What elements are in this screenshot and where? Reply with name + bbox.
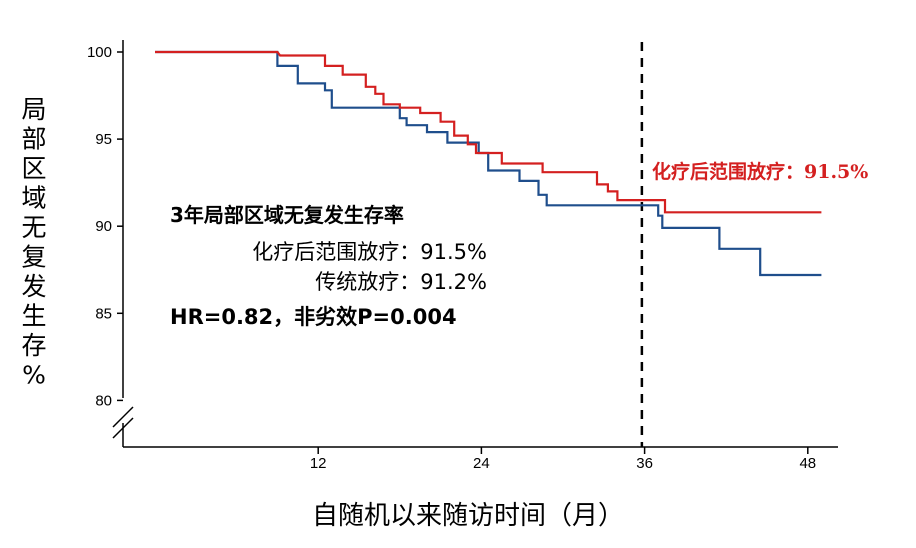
curves <box>155 50 822 277</box>
y-axis-label-char: 生 <box>21 302 46 331</box>
x-tick-label-12: 12 <box>310 455 327 472</box>
y-axis-label-char: % <box>22 361 46 390</box>
ticks: 12 24 36 48 80 85 90 95 100 <box>87 44 816 472</box>
y-axis-label-char: 存 <box>21 331 46 360</box>
legend-entry-chemo: 化疗后范围放疗：91.5% <box>252 240 487 264</box>
legend-entry-conventional: 传统放疗：91.2% <box>315 270 487 294</box>
y-axis-label: 局部区域无复发生存% <box>21 95 46 390</box>
y-axis-label-char: 发 <box>21 272 46 301</box>
y-tick-label-90: 90 <box>95 218 112 235</box>
series-line-chemo-range-rt <box>155 50 822 214</box>
legend-title: 3年局部区域无复发生存率 <box>170 203 404 227</box>
y-axis-label-char: 域 <box>21 184 46 213</box>
y-tick-label-100: 100 <box>87 44 112 61</box>
x-axis-label: 自随机以来随访时间（月） <box>312 501 624 531</box>
y-tick-label-85: 85 <box>95 305 112 322</box>
axes <box>112 40 838 448</box>
y-tick-label-95: 95 <box>95 131 112 148</box>
x-tick-label-48: 48 <box>799 455 816 472</box>
axis-break-mark-2 <box>112 417 134 439</box>
series-line-conventional-rt <box>155 50 822 277</box>
x-tick-label-24: 24 <box>473 455 490 472</box>
y-axis-label-char: 部 <box>21 125 46 154</box>
axis-break-mark-1 <box>112 406 134 428</box>
y-axis-label-char: 无 <box>21 213 46 242</box>
y-axis-label-char: 区 <box>21 154 46 183</box>
y-axis-label-char: 复 <box>21 243 46 272</box>
y-tick-label-80: 80 <box>95 392 112 409</box>
y-axis-label-char: 局 <box>21 95 46 124</box>
callout-label: 化疗后范围放疗：91.5% <box>652 160 868 183</box>
hazard-ratio-stats: HR=0.82，非劣效P=0.004 <box>170 305 457 329</box>
x-tick-label-36: 36 <box>636 455 653 472</box>
